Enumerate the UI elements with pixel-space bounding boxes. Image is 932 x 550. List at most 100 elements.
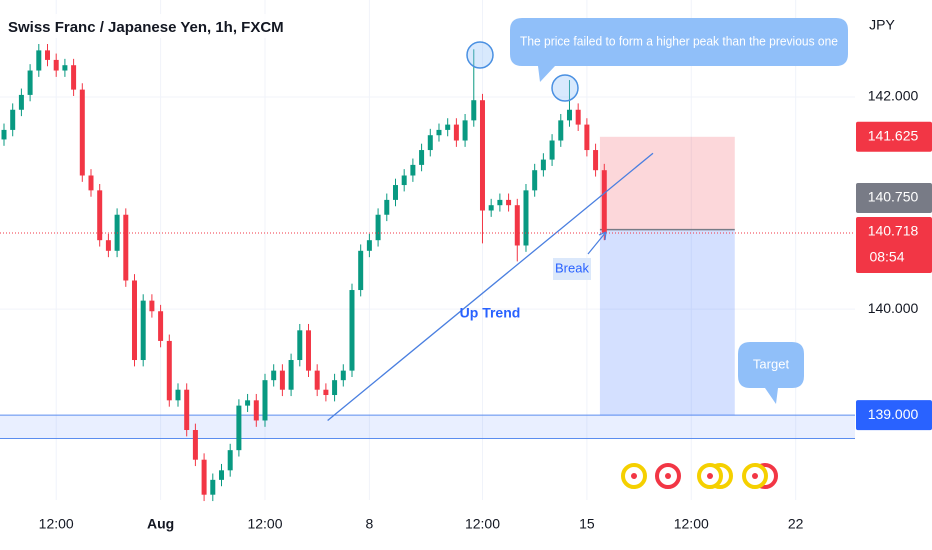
candle-body (18, 94, 24, 110)
candle-body (601, 170, 607, 233)
price-label: 140.718 (868, 223, 919, 239)
candle-body (410, 164, 416, 176)
candle-body (358, 250, 364, 291)
candle-body (288, 360, 294, 390)
x-tick-label: 12:00 (465, 516, 500, 532)
candle-body (10, 109, 16, 130)
candle-body (340, 370, 346, 381)
candle-body (45, 50, 50, 60)
candle-body (332, 380, 338, 396)
price-label-bg (856, 121, 932, 152)
candle-body (445, 124, 451, 130)
candle-body (71, 65, 77, 90)
candle-body (175, 389, 181, 401)
candle-body (158, 311, 164, 341)
candle-body (436, 129, 442, 136)
candle-body (523, 190, 529, 246)
price-label-bg (856, 216, 932, 273)
candle-body (479, 100, 485, 211)
x-tick-label: 8 (365, 516, 373, 532)
candle-body (566, 109, 572, 121)
candle-body (297, 330, 303, 361)
candle-body (392, 185, 398, 200)
candle-body (27, 70, 33, 95)
candle-body (575, 109, 581, 125)
candle-body (279, 370, 285, 390)
candle-body (427, 135, 433, 151)
candle-body (497, 199, 503, 206)
candle-body (227, 450, 233, 471)
y-tick-label: 140.000 (868, 300, 919, 316)
candle-body (62, 65, 68, 71)
candle-body (166, 340, 172, 401)
price-label: 140.750 (868, 189, 919, 205)
candle-body (97, 190, 103, 241)
x-tick-label: 12:00 (39, 516, 74, 532)
price-label-bg (856, 400, 932, 431)
x-tick-label: 22 (788, 516, 804, 532)
callout-box (510, 18, 848, 82)
candle-body (271, 370, 277, 381)
peak-marker (466, 41, 494, 69)
candle-body (131, 280, 137, 361)
x-tick-label: 15 (579, 516, 595, 532)
candle-body (140, 300, 146, 361)
countdown: 08:54 (869, 249, 904, 265)
break-box (553, 258, 591, 280)
chart-title: Swiss Franc / Japanese Yen, 1h, FXCM (8, 19, 284, 36)
candle-body (323, 389, 329, 396)
target-zone (599, 229, 735, 416)
candle-body (314, 370, 320, 390)
candle-body (453, 124, 459, 141)
candle-body (514, 205, 520, 246)
candle-body (419, 150, 425, 165)
price-label: 141.625 (868, 128, 919, 144)
plot-area: Up Trend (0, 0, 855, 502)
candle-body (401, 175, 407, 186)
candle-body (549, 140, 555, 160)
candle-body (584, 124, 590, 151)
candle-body (462, 120, 468, 141)
candle-body (305, 330, 311, 371)
x-tick-label: Aug (147, 516, 174, 532)
x-tick-label: 12:00 (247, 516, 282, 532)
candle-body (79, 89, 85, 176)
candle-body (88, 175, 94, 191)
candle-body (105, 240, 111, 251)
candle-body (245, 400, 251, 406)
break-arrow (587, 231, 607, 255)
candle-body (236, 405, 242, 451)
candle-body (532, 170, 538, 191)
candle-body (506, 199, 512, 206)
break-arrow-head (598, 231, 607, 241)
candle-body (53, 59, 59, 71)
stop-zone (599, 136, 735, 230)
candle-body (123, 214, 129, 281)
candle-body (558, 120, 564, 141)
y-tick-label: 142.000 (868, 88, 919, 104)
callout-text: The price failed to form a higher peak t… (520, 33, 838, 48)
target-label: Target (753, 356, 790, 371)
candle-body (488, 205, 494, 211)
candle-body (262, 380, 268, 421)
candle-body (593, 150, 599, 171)
candle-body (36, 50, 42, 71)
trend-label: Up Trend (460, 305, 521, 321)
candle-body (540, 159, 546, 171)
candle-body (1, 129, 7, 140)
candle-body (149, 300, 155, 312)
title-bg (2, 14, 292, 38)
candle-body (210, 479, 216, 495)
candle-body (471, 100, 477, 121)
candle-body (375, 214, 381, 241)
candle-body (366, 240, 372, 251)
candle-body (218, 470, 224, 480)
candle-body (184, 389, 190, 431)
candle-body (192, 430, 198, 460)
candle-body (384, 199, 390, 215)
trend-line (327, 152, 654, 421)
candle-body (253, 400, 259, 421)
currency-label: JPY (869, 17, 895, 33)
event-icons (621, 463, 778, 489)
